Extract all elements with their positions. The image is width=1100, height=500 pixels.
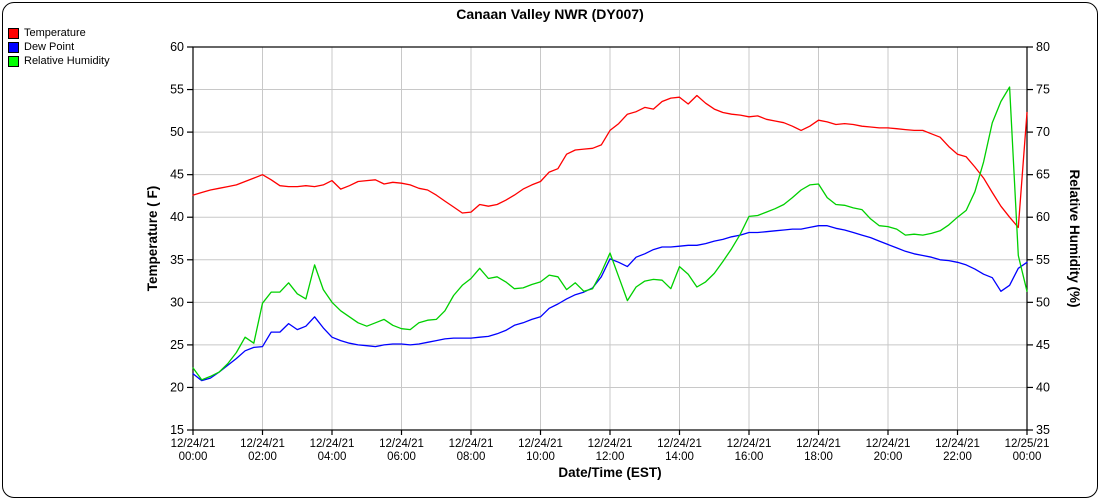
legend-item-dew-point: Dew Point <box>8 40 110 54</box>
left-axis-tick-label: 20 <box>170 380 184 394</box>
legend: Temperature Dew Point Relative Humidity <box>8 26 110 68</box>
right-axis-tick-label: 45 <box>1036 338 1050 352</box>
x-axis-tick-time: 08:00 <box>457 451 486 463</box>
x-axis-tick-time: 00:00 <box>1013 451 1042 463</box>
x-axis-title: Date/Time (EST) <box>558 465 661 480</box>
x-axis-tick-time: 12:00 <box>596 451 625 463</box>
temperature-swatch-icon <box>8 27 19 39</box>
x-axis-tick-time: 04:00 <box>318 451 347 463</box>
x-axis-tick-date: 12/24/21 <box>727 438 772 450</box>
right-axis-tick-label: 60 <box>1036 210 1050 224</box>
x-axis-tick-time: 20:00 <box>874 451 903 463</box>
legend-label-dew-point: Dew Point <box>24 41 75 53</box>
left-axis-tick-label: 45 <box>170 168 184 182</box>
legend-label-relative-humidity: Relative Humidity <box>24 55 110 67</box>
x-axis-tick-date: 12/24/21 <box>866 438 911 450</box>
x-axis-tick-time: 02:00 <box>248 451 277 463</box>
x-axis-tick-date: 12/24/21 <box>449 438 494 450</box>
x-axis-tick-time: 16:00 <box>735 451 764 463</box>
left-axis-title: Temperature ( F) <box>145 186 160 292</box>
chart-title: Canaan Valley NWR (DY007) <box>456 6 644 22</box>
legend-item-temperature: Temperature <box>8 26 110 40</box>
x-axis-tick-date: 12/24/21 <box>379 438 424 450</box>
x-axis-tick-date: 12/24/21 <box>588 438 633 450</box>
x-axis-tick-time: 10:00 <box>526 451 555 463</box>
series-line-relative-humidity <box>192 86 1028 381</box>
left-axis-tick-label: 55 <box>170 83 184 97</box>
legend-item-relative-humidity: Relative Humidity <box>8 54 110 68</box>
dew-point-swatch-icon <box>8 41 19 53</box>
right-axis-tick-label: 80 <box>1036 40 1050 54</box>
x-axis-tick-date: 12/24/21 <box>935 438 980 450</box>
x-axis-tick-date: 12/24/21 <box>796 438 841 450</box>
x-axis-tick-time: 14:00 <box>665 451 694 463</box>
left-axis-tick-label: 35 <box>170 253 184 267</box>
x-axis-tick-date: 12/24/21 <box>310 438 355 450</box>
x-axis-tick-time: 22:00 <box>943 451 972 463</box>
series-line-temperature <box>192 94 1028 229</box>
left-axis-tick-label: 30 <box>170 295 184 309</box>
left-axis-tick-label: 25 <box>170 338 184 352</box>
right-axis-tick-label: 35 <box>1036 423 1050 437</box>
right-axis-tick-label: 65 <box>1036 168 1050 182</box>
x-axis-tick-date: 12/24/21 <box>240 438 285 450</box>
right-axis-tick-label: 75 <box>1036 83 1050 97</box>
relative-humidity-swatch-icon <box>8 55 19 67</box>
x-axis-tick-date: 12/24/21 <box>518 438 563 450</box>
right-axis-title: Relative Humidity (%) <box>1067 169 1082 307</box>
x-axis-tick-time: 00:00 <box>179 451 208 463</box>
series-line-dew-point <box>192 225 1028 382</box>
left-axis-tick-label: 15 <box>170 423 184 437</box>
x-axis-tick-date: 12/25/21 <box>1005 438 1050 450</box>
right-axis-tick-label: 50 <box>1036 295 1050 309</box>
left-axis-tick-label: 60 <box>170 40 184 54</box>
x-axis-tick-date: 12/24/21 <box>171 438 216 450</box>
x-axis-tick-time: 06:00 <box>387 451 416 463</box>
right-axis-tick-label: 40 <box>1036 380 1050 394</box>
x-axis-tick-date: 12/24/21 <box>657 438 702 450</box>
right-axis-tick-label: 70 <box>1036 125 1050 139</box>
legend-label-temperature: Temperature <box>24 27 86 39</box>
left-axis-tick-label: 40 <box>170 210 184 224</box>
right-axis-tick-label: 55 <box>1036 253 1050 267</box>
left-axis-tick-label: 50 <box>170 125 184 139</box>
x-axis-tick-time: 18:00 <box>804 451 833 463</box>
